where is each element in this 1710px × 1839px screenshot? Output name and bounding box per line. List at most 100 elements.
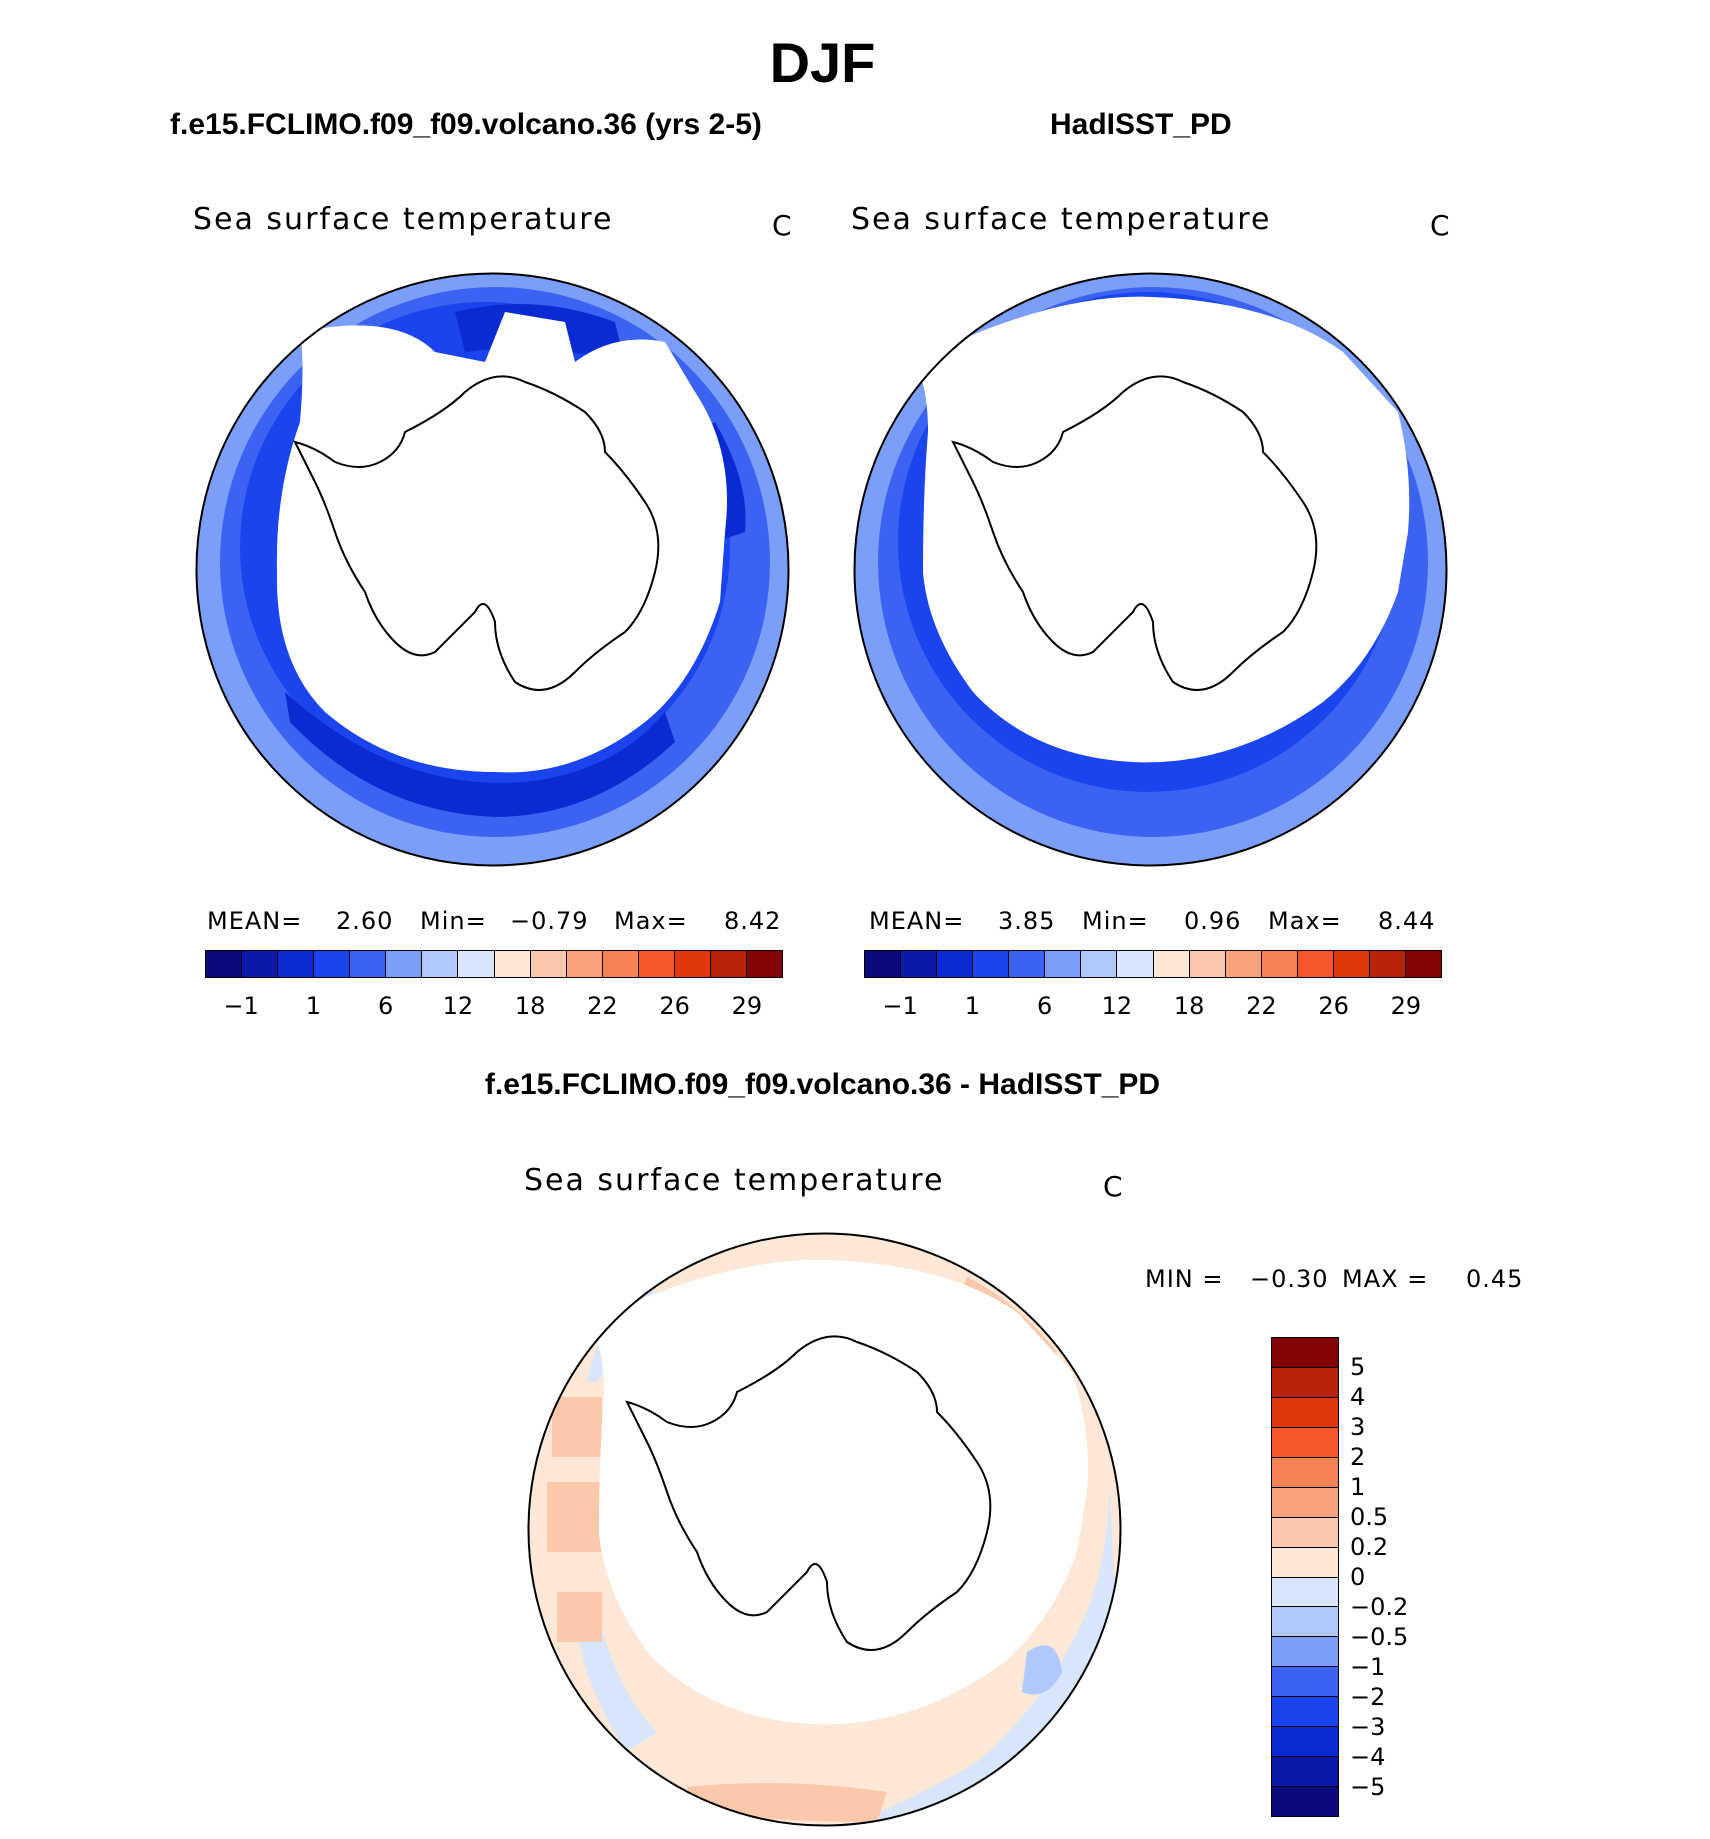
colorbar-swatch (314, 951, 351, 977)
colorbar-swatch (566, 951, 603, 977)
colorbar-swatch (1272, 1727, 1338, 1758)
main-title: DJF (769, 31, 876, 94)
right-max-value: 8.44 (1378, 907, 1436, 935)
colorbar-swatch (638, 951, 675, 977)
colorbar-swatch (1272, 1487, 1338, 1518)
right-variable-label: Sea surface temperature (851, 202, 1272, 237)
right-mean-label: MEAN= (869, 907, 965, 935)
colorbar-tick-label: −5 (1350, 1773, 1386, 1801)
colorbar-swatch (1297, 951, 1334, 977)
colorbar-tick-label: −3 (1350, 1713, 1386, 1741)
diff-max-label: MAX = (1342, 1265, 1429, 1293)
colorbar-tick-label: −2 (1350, 1683, 1386, 1711)
colorbar-swatch (1272, 1577, 1338, 1608)
diff-colorbar (1271, 1337, 1339, 1817)
colorbar-swatch (1189, 951, 1226, 977)
colorbar-swatch (1272, 1367, 1338, 1398)
colorbar-tick-label: 26 (1318, 992, 1349, 1020)
colorbar-tick-label: 18 (514, 992, 546, 1020)
colorbar-swatch (206, 951, 243, 977)
colorbar-swatch (386, 951, 423, 977)
colorbar-tick-label: 18 (1173, 992, 1205, 1020)
colorbar-swatch (1369, 951, 1406, 977)
left-mean-label: MEAN= (207, 907, 303, 935)
right-min-value: 0.96 (1184, 907, 1242, 935)
colorbar-swatch (1272, 1637, 1338, 1668)
colorbar-swatch (1272, 1787, 1338, 1816)
colorbar-tick-label: −4 (1350, 1743, 1386, 1771)
colorbar-tick-label: −0.2 (1350, 1593, 1409, 1621)
colorbar-tick-label: −1 (882, 992, 918, 1020)
colorbar-tick-label: 1 (1350, 1473, 1366, 1501)
colorbar-swatch (1272, 1607, 1338, 1638)
left-min-label: Min= (420, 907, 487, 935)
colorbar-swatch (1272, 1517, 1338, 1548)
left-sst-map (195, 272, 790, 867)
colorbar-swatch (1333, 951, 1370, 977)
right-units-label: C (1430, 209, 1450, 242)
colorbar-tick-label: −1 (223, 992, 259, 1020)
left-max-value: 8.42 (724, 907, 782, 935)
colorbar-tick-label: 0 (1350, 1563, 1366, 1591)
colorbar-tick-label: 22 (1246, 992, 1277, 1020)
colorbar-tick-label: 12 (442, 992, 474, 1020)
diff-panel-title: f.e15.FCLIMO.f09_f09.volcano.36 - HadISS… (484, 1068, 1161, 1101)
colorbar-swatch (746, 951, 782, 977)
colorbar-swatch (865, 951, 902, 977)
colorbar-swatch (937, 951, 974, 977)
left-min-value: −0.79 (510, 907, 589, 935)
colorbar-swatch (494, 951, 531, 977)
left-mean-value: 2.60 (336, 907, 394, 935)
colorbar-swatch (1081, 951, 1118, 977)
diff-min-value: −0.30 (1250, 1265, 1329, 1293)
colorbar-tick-label: −0.5 (1350, 1623, 1409, 1651)
right-mean-value: 3.85 (998, 907, 1056, 935)
right-min-label: Min= (1082, 907, 1149, 935)
diff-variable-label: Sea surface temperature (524, 1163, 945, 1198)
colorbar-tick-label: 3 (1350, 1413, 1366, 1441)
colorbar-tick-label: 22 (587, 992, 618, 1020)
colorbar-swatch (1272, 1427, 1338, 1458)
left-panel-title: f.e15.FCLIMO.f09_f09.volcano.36 (yrs 2-5… (170, 108, 762, 141)
colorbar-tick-label: −1 (1350, 1653, 1386, 1681)
right-colorbar (864, 950, 1442, 978)
right-panel-title: HadISST_PD (1050, 108, 1232, 141)
colorbar-swatch (1272, 1697, 1338, 1728)
colorbar-swatch (458, 951, 495, 977)
colorbar-swatch (1272, 1547, 1338, 1578)
colorbar-tick-label: 0.2 (1350, 1533, 1389, 1561)
left-colorbar (205, 950, 783, 978)
colorbar-swatch (674, 951, 711, 977)
colorbar-swatch (1272, 1338, 1338, 1368)
left-units-label: C (772, 209, 792, 242)
colorbar-tick-label: 29 (1390, 992, 1422, 1020)
colorbar-tick-label: 1 (964, 992, 981, 1020)
colorbar-tick-label: 2 (1350, 1443, 1366, 1471)
colorbar-swatch (1261, 951, 1298, 977)
diff-units-label: C (1103, 1170, 1123, 1203)
colorbar-tick-label: 5 (1350, 1353, 1366, 1381)
colorbar-tick-label: 12 (1101, 992, 1133, 1020)
right-sst-map (853, 272, 1448, 867)
diff-sst-map (527, 1232, 1122, 1827)
colorbar-swatch (1009, 951, 1046, 977)
colorbar-swatch (242, 951, 279, 977)
colorbar-swatch (710, 951, 747, 977)
colorbar-tick-label: 6 (377, 992, 394, 1020)
left-max-label: Max= (614, 907, 688, 935)
colorbar-tick-label: 1 (305, 992, 322, 1020)
colorbar-tick-label: 0.5 (1350, 1503, 1389, 1531)
diff-max-value: 0.45 (1466, 1265, 1524, 1293)
colorbar-swatch (422, 951, 459, 977)
colorbar-tick-label: 29 (731, 992, 763, 1020)
colorbar-swatch (350, 951, 387, 977)
colorbar-tick-label: 6 (1036, 992, 1053, 1020)
colorbar-swatch (1045, 951, 1082, 977)
colorbar-swatch (1272, 1457, 1338, 1488)
colorbar-swatch (1272, 1757, 1338, 1788)
colorbar-tick-label: 26 (659, 992, 690, 1020)
colorbar-swatch (1272, 1667, 1338, 1698)
colorbar-tick-label: 4 (1350, 1383, 1366, 1411)
diff-min-label: MIN = (1145, 1265, 1224, 1293)
colorbar-swatch (530, 951, 567, 977)
